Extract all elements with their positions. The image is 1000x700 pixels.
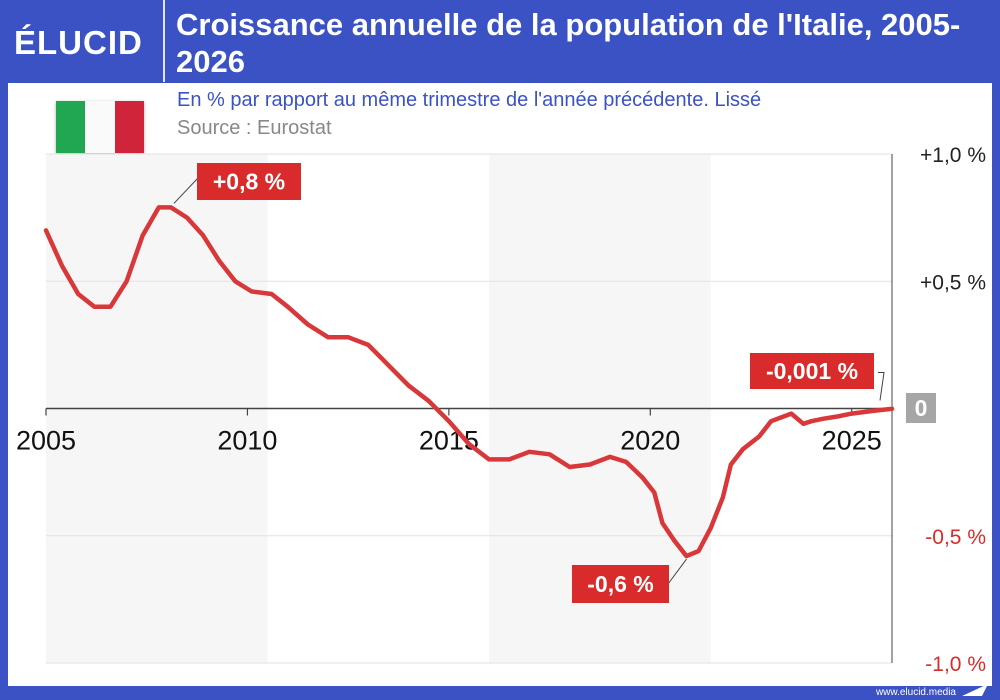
x-tick-label: 2005 <box>16 426 76 456</box>
chart-panel: En % par rapport au même trimestre de l'… <box>8 83 992 686</box>
footer-url[interactable]: www.elucid.media <box>875 687 956 698</box>
trough-label: -0,6 % <box>587 571 653 597</box>
peak-label-box <box>197 163 301 200</box>
trough-leader-line <box>667 558 687 585</box>
italy-flag-icon <box>56 101 144 153</box>
header: ÉLUCID Croissance annuelle de la populat… <box>0 0 1000 82</box>
y-tick-label: +1,0 % <box>920 144 986 167</box>
last-value-label: -0,001 % <box>766 358 858 384</box>
chart-subtitle: En % par rapport au même trimestre de l'… <box>177 89 762 111</box>
trough-label-box <box>572 565 669 603</box>
elucid-logo[interactable]: ÉLUCID <box>14 24 143 61</box>
logo-divider <box>163 0 165 82</box>
y-tick-label: -1,0 % <box>925 653 986 676</box>
last-value-label-box <box>750 353 874 389</box>
zero-label-box <box>906 393 936 423</box>
zero-label: 0 <box>915 395 928 421</box>
source-note: Source : Eurostat <box>177 117 332 139</box>
x-tick-label: 2020 <box>620 426 680 456</box>
peak-leader-line <box>173 177 199 204</box>
elucid-mark-icon <box>962 684 988 696</box>
chart-title: Croissance annuelle de la population de … <box>176 7 961 79</box>
x-tick-label: 2010 <box>217 426 277 456</box>
x-tick-label: 2015 <box>419 426 479 456</box>
population-growth-line <box>43 205 895 559</box>
x-tick-label: 2025 <box>822 426 882 456</box>
last-value-leader-line <box>878 372 885 401</box>
y-tick-label: -0,5 % <box>925 526 986 549</box>
line-chart: +1,0 % +0,5 % -0,5 % -1,0 % 2005 2010 2015 2020… <box>16 144 986 676</box>
y-tick-label: +0,5 % <box>920 271 986 294</box>
peak-label: +0,8 % <box>213 169 285 195</box>
